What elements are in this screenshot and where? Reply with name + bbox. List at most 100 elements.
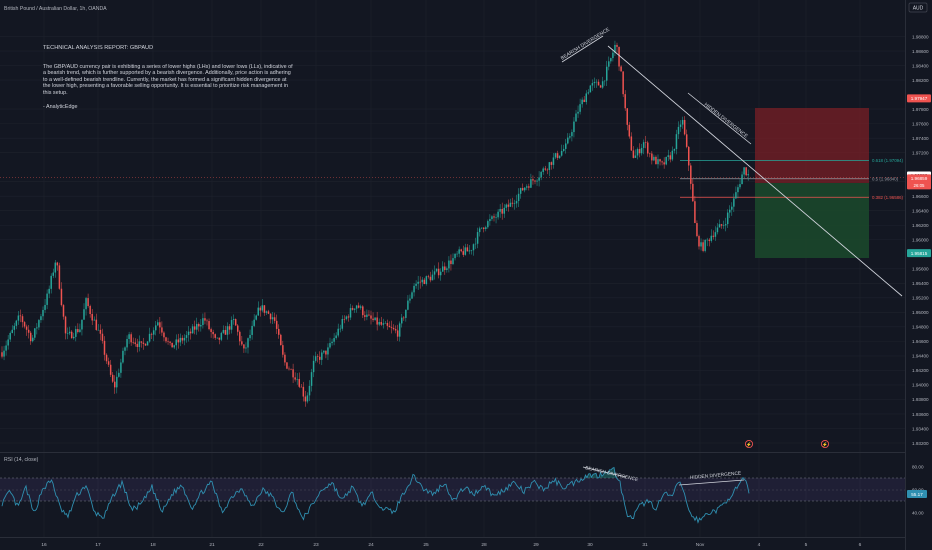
symbol-header[interactable]: British Pound / Australian Dollar, 1h, O… [4, 6, 107, 12]
candle-down [198, 322, 200, 332]
candle-up [93, 316, 95, 321]
candle-up [565, 139, 567, 154]
take-profit-zone[interactable] [755, 183, 869, 258]
candle-down [189, 328, 192, 340]
event-icon-2[interactable]: ⚡ [820, 439, 830, 449]
bearish-divergence-line[interactable] [561, 35, 604, 63]
candle-up [75, 325, 77, 342]
svg-text:55.17: 55.17 [911, 492, 923, 497]
candle-up [245, 342, 247, 353]
candle-down [423, 277, 426, 285]
rsi-hidden-divergence-line[interactable] [678, 479, 745, 486]
hidden-divergence-line[interactable] [687, 92, 752, 145]
candle-down [556, 150, 559, 161]
candle-up [265, 310, 268, 315]
candle-up [677, 121, 680, 139]
price-tick-label: 1.98400 [912, 63, 929, 68]
candle-up [700, 238, 702, 251]
candle-down [208, 318, 210, 331]
candle-down [647, 140, 649, 157]
stop-loss-zone[interactable] [755, 108, 869, 183]
candle-down [300, 383, 303, 388]
candle-down [165, 336, 167, 344]
candle-down [109, 359, 112, 378]
candle-up [384, 320, 387, 324]
candle-up [530, 173, 532, 189]
candle-up [667, 149, 669, 161]
candle-up [226, 322, 229, 340]
bearish-trendline[interactable] [607, 45, 903, 297]
candle-up [608, 56, 610, 71]
candle-up [308, 380, 311, 402]
candle-up [485, 225, 487, 232]
candle-down [23, 321, 26, 329]
candle-down [87, 293, 89, 308]
candle-down [95, 313, 98, 331]
candle-up [349, 303, 352, 321]
fibonacci-retracement[interactable]: 0.618 (1.97094) 0.5 (1.96840) 0.382 (1.965… [680, 158, 904, 200]
time-tick-label: 4 [758, 542, 761, 548]
candle-down [638, 143, 641, 158]
time-axis[interactable]: 16 17 18 21 22 23 24 25 28 29 30 31 Nov 4 5 6 [41, 542, 861, 548]
price-tick-label: 1.95600 [912, 267, 929, 272]
price-tick-label: 1.97400 [912, 136, 929, 141]
candle-up [747, 169, 749, 181]
price-axis[interactable]: 1.98800 1.98600 1.98400 1.98200 1.97800 1.976… [912, 34, 929, 445]
price-tick-label: 1.95200 [912, 296, 929, 301]
time-tick-label: 25 [423, 542, 429, 548]
candle-down [177, 333, 180, 349]
candle-up [634, 149, 637, 159]
candle-up [353, 308, 356, 313]
candle-down [89, 304, 91, 318]
candle-up [716, 223, 719, 235]
candle-up [54, 259, 57, 278]
candle-up [653, 154, 655, 162]
candle-down [368, 310, 370, 317]
candle-down [134, 338, 136, 347]
candle-down [56, 261, 59, 271]
currency-badge[interactable]: AUD [908, 2, 928, 13]
candle-up [448, 256, 450, 273]
candle-down [655, 155, 657, 165]
candle-up [476, 227, 479, 249]
candle-down [618, 46, 620, 71]
candle-up [636, 147, 639, 160]
candle-up [128, 331, 130, 344]
rsi-hidden-divergence-label: HIDDEN DIVERGENCE [690, 471, 742, 481]
price-tick-label: 1.94200 [912, 368, 929, 373]
candle-down [167, 337, 169, 345]
candle-up [468, 245, 471, 255]
price-tick-label: 1.93800 [912, 397, 929, 402]
time-tick-label: 24 [368, 542, 374, 548]
candle-down [1, 346, 3, 359]
rsi-axis[interactable]: 80.00 60.00 40.00 [912, 464, 924, 515]
current-price-badge: 1.96859 26:05 [907, 174, 931, 190]
candle-up [66, 327, 69, 340]
candle-down [351, 305, 354, 311]
candle-down [692, 179, 694, 202]
candle-up [232, 314, 235, 325]
event-icon-1[interactable]: ⚡ [744, 439, 754, 449]
candle-down [269, 313, 272, 324]
candle-up [519, 187, 522, 199]
candle-up [200, 319, 202, 332]
candle-up [187, 326, 190, 342]
candle-down [511, 197, 514, 208]
candle-down [267, 309, 270, 315]
candle-up [737, 184, 739, 199]
candle-up [222, 325, 225, 335]
rsi-bearish-divergence-line[interactable] [582, 466, 627, 478]
rsi-title: RSI (14, close) [4, 457, 39, 463]
candle-down [403, 316, 405, 321]
lightning-icon: ⚡ [822, 441, 828, 448]
candle-up [536, 178, 538, 186]
candle-down [239, 330, 241, 346]
candle-down [298, 372, 300, 389]
report-title: TECHNICAL ANALYSIS REPORT: GBPAUD [43, 45, 154, 51]
candle-down [273, 312, 276, 324]
candle-down [193, 320, 196, 335]
candle-up [673, 148, 676, 154]
candle-down [694, 195, 696, 224]
candle-up [538, 171, 540, 187]
